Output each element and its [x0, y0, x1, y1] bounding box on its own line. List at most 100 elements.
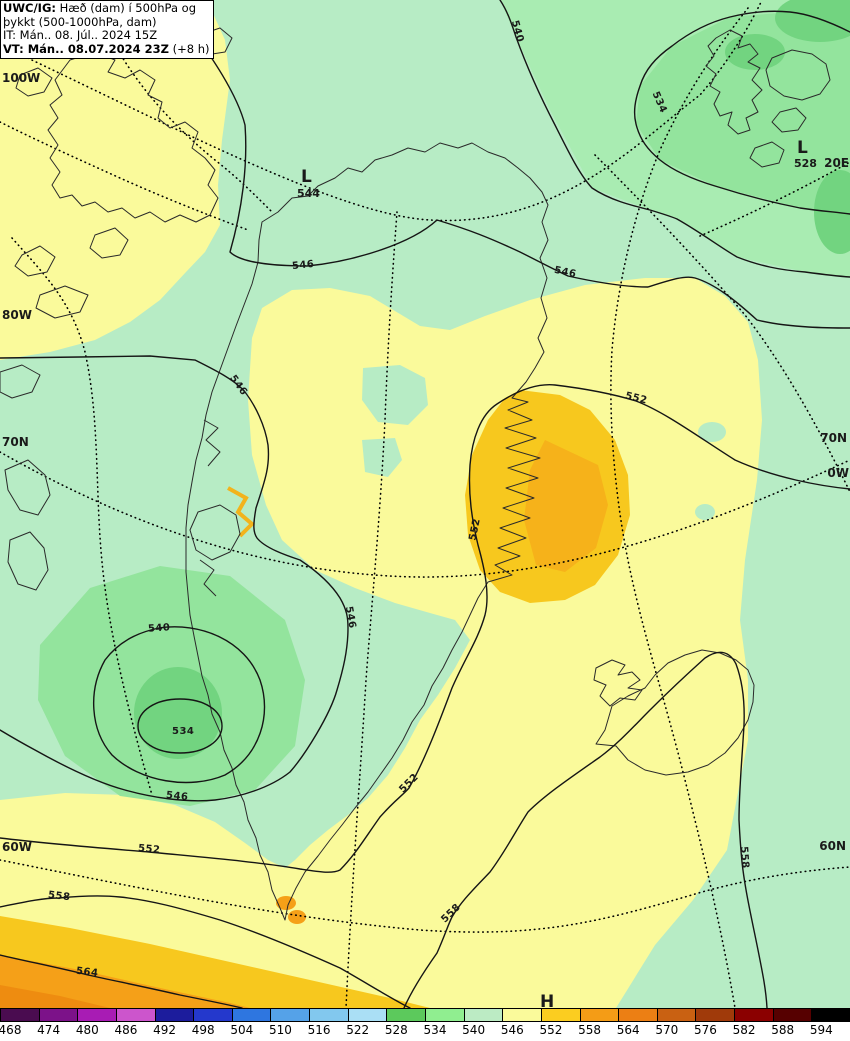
colorbar-swatch-504 [231, 1009, 272, 1021]
contour-534-svalbard [633, 10, 850, 215]
colorbar-value: 522 [346, 1023, 370, 1037]
colorbar-value: 570 [655, 1023, 679, 1037]
colorbar-value: 528 [384, 1023, 408, 1037]
low-value-svalbard: 528 [794, 157, 817, 170]
legend-box: UWC/IG: Hæð (dam) í 500hPa og þykkt (500… [0, 0, 215, 59]
colorbar-swatch-582 [734, 1009, 774, 1021]
contour-564 [0, 954, 243, 1008]
colorbar-value: 492 [153, 1023, 176, 1037]
disko-island [189, 504, 241, 561]
colorbar: 468 474 480 486 492 498 504 510 516 522 528 534 540 5… [0, 1008, 850, 1041]
lat-label-70n-right: 70N [820, 431, 847, 445]
arctic-island [89, 227, 129, 259]
greenland-fjords [199, 419, 221, 597]
colorbar-swatch-510 [270, 1009, 311, 1021]
lat-label-70n-left: 70N [2, 435, 29, 449]
arctic-island [47, 51, 219, 223]
low-marker: L [301, 167, 312, 187]
colorbar-swatch-564 [618, 1009, 658, 1021]
legend-line-4: VT: Mán.. 08.07.2024 23Z (+8 h) [3, 41, 210, 56]
svalbard-nordaustlandet [765, 49, 831, 101]
graticule-lines [0, 0, 850, 1008]
contour-label-558: 558 [737, 845, 751, 870]
lon-label-0w: 0W [827, 466, 849, 480]
colorbar-value: 516 [307, 1023, 331, 1037]
arctic-island [14, 245, 56, 277]
contour-label-546: 546 [291, 258, 315, 273]
graticule-meridian-20e [699, 161, 850, 237]
contour-558-west [0, 895, 411, 1008]
arctic-island [4, 459, 51, 516]
contour-552 [0, 384, 850, 873]
legend-line-1: UWC/IG: Hæð (dam) í 500hPa og [3, 1, 196, 15]
colorbar-value: 540 [462, 1023, 486, 1037]
colorbar-value: 546 [500, 1023, 524, 1037]
graticule-parallel-topleft [0, 121, 249, 231]
graticule-meridian-40w [345, 211, 398, 1008]
colorbar-swatch-474 [38, 1009, 79, 1021]
colorbar-value: 510 [269, 1023, 292, 1037]
colorbar-value: 486 [114, 1023, 138, 1037]
contour-546-north [171, 0, 850, 329]
low-marker-svalbard: L [797, 138, 808, 158]
colorbar-value: 474 [37, 1023, 61, 1037]
colorbar-swatch-552 [540, 1009, 581, 1021]
contour-label-546: 546 [165, 789, 189, 804]
colorbar-swatch-594 [811, 1009, 850, 1021]
colorbar-value: 558 [578, 1023, 601, 1037]
graticule-parallel-70n [0, 451, 850, 578]
fill-mint-pocket [698, 422, 726, 442]
colorbar-swatch-558 [579, 1009, 620, 1021]
fill-orange-band-southwest [0, 955, 250, 1008]
iceland-coastline [595, 649, 755, 776]
high-marker: H [540, 992, 555, 1008]
colorbar-swatch-486 [115, 1009, 156, 1021]
colorbar-value: 552 [539, 1023, 563, 1037]
colorbar-swatch-570 [656, 1009, 697, 1021]
contour-540-westlow [92, 626, 266, 784]
contour-546-west [0, 355, 349, 802]
colorbar-swatch-468 [0, 1009, 40, 1021]
colorbar-swatch-588 [772, 1009, 813, 1021]
colorbar-swatch-516 [309, 1009, 349, 1021]
contour-558-east [403, 651, 768, 1008]
colorbar-swatch-492 [154, 1009, 195, 1021]
colorbar-value: 498 [191, 1023, 215, 1037]
contour-label-534: 534 [172, 726, 195, 737]
coastlines [0, 15, 831, 921]
greenland-coastline [185, 142, 549, 921]
fill-green-l2-svalbard [636, 12, 850, 214]
contour-534-westlow [137, 698, 223, 754]
colorbar-value: 504 [230, 1023, 254, 1037]
lat-label-60n-right: 60N [819, 839, 846, 853]
colorbar-swatch-480 [77, 1009, 117, 1021]
colorbar-swatch-528 [386, 1009, 426, 1021]
arctic-island [15, 67, 53, 97]
graticule-parallel-80n [14, 0, 763, 222]
colorbar-swatches [0, 1008, 850, 1022]
fill-orange-scoresby-core [524, 440, 608, 572]
lon-label-60w: 60W [2, 840, 32, 854]
colorbar-swatch-522 [347, 1009, 388, 1021]
fill-green-l3-westlow [134, 667, 222, 759]
colorbar-value: 576 [694, 1023, 717, 1037]
height-contours [0, 0, 850, 1008]
fill-orange-capefarewell [276, 896, 296, 910]
fill-deeporange-corner [0, 985, 110, 1008]
colorbar-swatch-498 [193, 1009, 233, 1021]
graticule-parallel-60n [0, 859, 850, 933]
colorbar-value: 480 [75, 1023, 99, 1037]
svalbard-island [749, 141, 785, 168]
legend-line-3: IT: Mán.. 08. Júl.. 2024 15Z [3, 28, 158, 42]
fill-mint-pocket [695, 504, 715, 520]
colorbar-value: 534 [423, 1023, 447, 1037]
fill-gold-fjord-streaks [227, 486, 255, 538]
colorbar-value: 582 [732, 1023, 756, 1037]
colorbar-swatch-540 [463, 1009, 504, 1021]
legend-product-id: UWC/IG: [3, 1, 56, 15]
colorbar-value: 468 [0, 1023, 22, 1037]
map-graphics [0, 0, 850, 1008]
colorbar-swatch-576 [695, 1009, 736, 1021]
map-canvas: 100W 80W 70N 60W 20E 70N 0W 60N L 544 L 528 H 546 546 5… [0, 0, 850, 1008]
